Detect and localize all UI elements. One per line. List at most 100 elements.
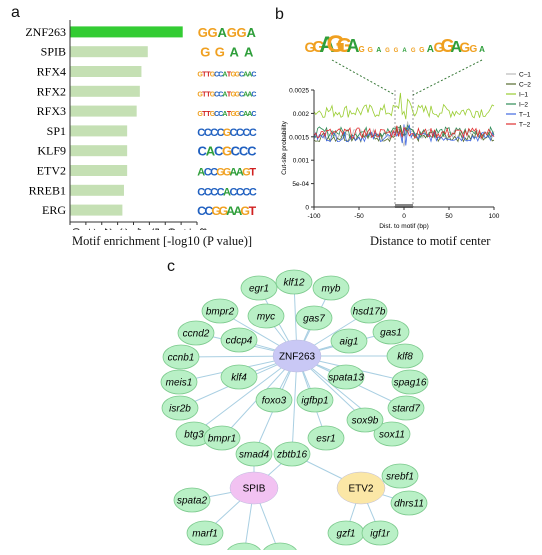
gene-node-label: esr1 <box>316 434 335 445</box>
gene-node-shape <box>312 275 350 301</box>
gene-node-cdcp4: cdcp4 <box>220 327 258 353</box>
logo-letter: G <box>419 47 425 54</box>
gene-node-shape <box>240 275 278 301</box>
gene-node-shape <box>273 441 311 467</box>
logo-letter: T <box>202 111 207 118</box>
bar-category-label: ZNF263 <box>25 25 66 39</box>
logo-letter: G <box>235 111 241 118</box>
hub-node-shape <box>272 339 322 373</box>
bar-etv2 <box>70 165 128 176</box>
gene-node-label: isr2b <box>169 404 191 415</box>
logo-letter: C <box>231 144 241 159</box>
logo-letter: C <box>204 167 212 179</box>
logo-letter: A <box>376 47 381 54</box>
gene-node-label: ccnd2 <box>183 329 210 340</box>
gene-node-shape <box>162 344 200 370</box>
line-y-tick-label: 0 <box>305 205 309 212</box>
logo-letter: C <box>214 72 219 79</box>
legend-entry: I–2 <box>519 102 528 109</box>
hub-node-label: SPIB <box>243 484 266 495</box>
gene-node-label: spag16 <box>394 378 427 389</box>
gene-node-aig1: aig1 <box>330 328 368 354</box>
logo-letter: A <box>229 167 237 179</box>
gene-node-shape <box>177 320 215 346</box>
gene-node-label: igfbp1 <box>301 396 328 407</box>
logo-letter: G <box>312 39 324 56</box>
logo-letter: A <box>450 39 462 56</box>
logo-letter: A <box>222 91 227 98</box>
logo-letter: A <box>247 111 252 118</box>
gene-node-label: meis1 <box>166 378 193 389</box>
gene-node-label: sox9b <box>352 416 379 427</box>
gene-node-label: srebf1 <box>386 472 414 483</box>
panel-c: c egr1 klf12 myb bmpr2 hsd17b ccnd2 gas1 myc gas… <box>0 258 542 555</box>
gene-node-shape <box>372 319 410 345</box>
line-y-tick-label: 0.0015 <box>289 134 309 141</box>
gene-node-shape <box>327 364 365 390</box>
bar-rfx2 <box>70 85 140 97</box>
bar-erg <box>70 204 123 216</box>
logo-letter: G <box>219 204 229 218</box>
logo-letter: C <box>197 144 207 159</box>
logo-letter: T <box>206 72 211 79</box>
logo-letter: A <box>243 72 248 79</box>
logo-letter: A <box>319 32 335 57</box>
gene-node-shape <box>390 490 428 516</box>
line-y-tick-label: 0.001 <box>293 158 310 165</box>
gene-node-ccnd2: ccnd2 <box>177 320 215 346</box>
motif-logo-rfx2: G T T GC C A T GGC A A C <box>197 91 256 98</box>
line-x-tick-label: 0 <box>402 213 406 220</box>
logo-letter: G <box>198 25 208 40</box>
gene-node-shape <box>201 298 239 324</box>
gene-node-igf1r: igf1r <box>361 520 399 546</box>
logo-letter: G <box>240 204 250 218</box>
logo-letter: C <box>197 186 205 198</box>
gene-node-shape <box>255 387 293 413</box>
logo-letter: C <box>229 127 237 139</box>
network-nodes: egr1 klf12 myb bmpr2 hsd17b ccnd2 gas1 myc gas7 c… <box>160 269 429 555</box>
motif-logo-rfx4: G T T GC C A T GGC A A C <box>197 72 256 79</box>
gene-node-label: gas7 <box>303 314 325 325</box>
gene-node-shape <box>235 441 273 467</box>
gene-node-shape <box>261 542 299 555</box>
logo-letter: G <box>200 45 210 60</box>
gene-node-egr1: egr1 <box>240 275 278 301</box>
logo-letter: A <box>233 204 242 218</box>
logo-letter: G <box>394 48 399 54</box>
hub-node-znf263: ZNF263 <box>272 339 322 373</box>
logo-letter: C <box>204 204 213 218</box>
logo-letter: A <box>247 72 252 79</box>
gene-node-shape <box>186 520 224 546</box>
gene-node-dhrs11: dhrs11 <box>390 490 428 516</box>
bar-category-label: SP1 <box>47 124 66 138</box>
gene-node-shape <box>386 343 424 369</box>
logo-letter: C <box>218 111 223 118</box>
gene-node-klf12: klf12 <box>275 269 313 295</box>
hub-node-shape <box>229 471 279 505</box>
logo-letter: C <box>204 127 212 139</box>
logo-letter: T <box>202 91 207 98</box>
bar-rreb1 <box>70 184 124 196</box>
gene-node-klf8: klf8 <box>386 343 424 369</box>
logo-letter: C <box>251 72 256 79</box>
logo-letter: A <box>246 25 256 40</box>
bar-sp1 <box>70 125 128 137</box>
logo-letter: C <box>210 127 218 139</box>
gene-node-shape <box>220 364 258 390</box>
gene-node-label: igf1r <box>370 529 390 540</box>
line-x-tick-label: -100 <box>307 213 320 220</box>
hub-node-shape <box>336 471 386 505</box>
gene-node-zbtb16: zbtb16 <box>273 441 311 467</box>
panel-b-letter: b <box>275 6 284 23</box>
logo-letter: G <box>210 111 216 118</box>
bar-rfx4 <box>70 66 142 77</box>
logo-letter: G <box>434 39 445 55</box>
gene-node-shape <box>330 328 368 354</box>
logo-letter: G <box>210 72 216 79</box>
logo-letter: A <box>222 72 227 79</box>
gene-node-spata2: spata2 <box>173 487 211 513</box>
gene-node-shape <box>220 327 258 353</box>
bar-x-tick-label: 6 <box>166 228 176 230</box>
